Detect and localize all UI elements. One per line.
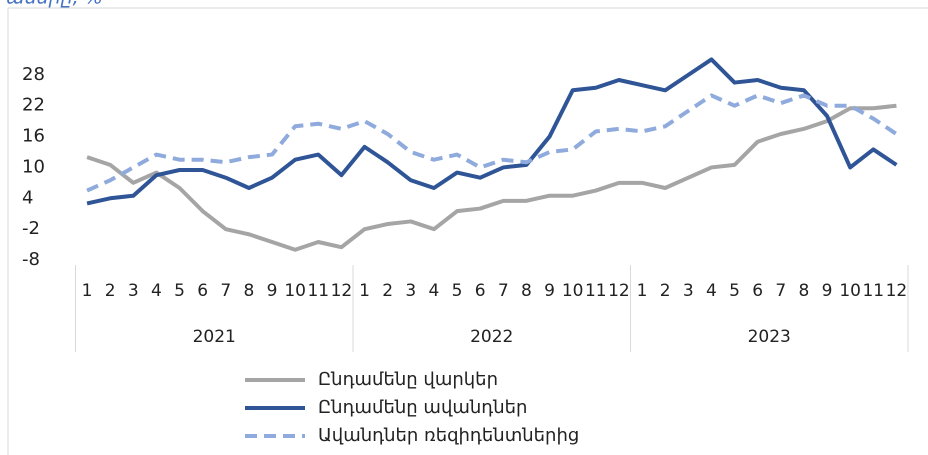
y-tick-label: 4 [22,187,33,208]
x-tick-label: 5 [174,281,185,301]
x-tick-label: 3 [683,281,694,301]
x-tick-label: 5 [729,281,740,301]
x-tick-label: 4 [429,281,440,301]
y-tick-label: 16 [22,126,45,147]
x-tick-label: 2 [382,281,393,301]
chart-title: ամսիը, % [6,0,103,9]
series-line [86,103,897,252]
x-tick-label: 6 [475,281,486,301]
x-tick-label: 2 [660,281,671,301]
x-tick-label: 10 [284,281,306,301]
x-tick-label: 12 [331,281,353,301]
x-tick-label: 11 [862,281,884,301]
x-tick-label: 9 [544,281,555,301]
x-tick-label: 11 [307,281,329,301]
x-tick-label: 6 [197,281,208,301]
x-tick-label: 7 [775,281,786,301]
x-tick-label: 12 [608,281,630,301]
legend-label: Ընդամենը ավանդներ [318,397,527,418]
y-tick-label: 28 [22,64,45,85]
y-tick-label: -2 [22,218,40,239]
x-tick-label: 12 [886,281,908,301]
x-tick-label: 8 [521,281,532,301]
x-tick-label: 10 [839,281,861,301]
y-tick-label: -8 [22,249,40,270]
legend-label: Ավանդներ ռեզիդենտներից [318,425,579,446]
x-tick-label: 3 [405,281,416,301]
x-tick-label: 2 [105,281,116,301]
year-label: 2023 [748,327,791,347]
x-tick-label: 1 [359,281,370,301]
x-tick-label: 9 [822,281,833,301]
x-tick-label: 7 [220,281,231,301]
x-tick-label: 11 [585,281,607,301]
x-tick-label: 1 [637,281,648,301]
x-tick-label: 7 [498,281,509,301]
year-label: 2021 [193,327,236,347]
legend-label: Ընդամենը վարկեր [318,369,498,390]
x-tick-label: 4 [706,281,717,301]
x-tick-label: 1 [82,281,93,301]
year-label: 2022 [470,327,513,347]
y-tick-label: 22 [22,95,45,116]
x-tick-label: 6 [752,281,763,301]
x-tick-label: 3 [128,281,139,301]
x-tick-label: 10 [562,281,584,301]
x-tick-label: 9 [267,281,278,301]
y-tick-label: 10 [22,156,45,177]
x-tick-label: 4 [151,281,162,301]
x-tick-label: 8 [244,281,255,301]
x-tick-label: 5 [452,281,463,301]
series-line [86,93,898,193]
series-line [86,57,898,206]
x-tick-label: 8 [799,281,810,301]
